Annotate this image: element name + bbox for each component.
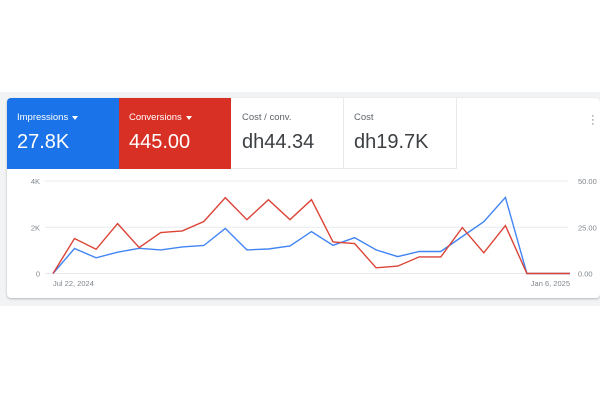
caret-down-icon[interactable] — [185, 115, 192, 120]
x-axis-label: Jul 22, 2024 — [53, 279, 94, 288]
right-axis-tick: 50.00 — [578, 177, 597, 186]
series-line-impressions — [52, 195, 570, 275]
caret-down-icon[interactable] — [72, 115, 79, 120]
left-axis-tick: 0 — [36, 270, 40, 279]
series-line-conversions — [52, 196, 570, 275]
metric-conversions[interactable]: Conversions 445.00 — [119, 98, 231, 169]
left-axis-tick: 4K — [31, 177, 40, 186]
metric-label: Cost — [354, 112, 374, 123]
right-axis-tick: 25.00 — [578, 223, 597, 232]
left-axis-tick: 2K — [31, 223, 40, 232]
metric-label: Cost / conv. — [242, 112, 292, 123]
x-axis-label: Jan 6, 2025 — [531, 279, 570, 288]
metric-cost[interactable]: Cost dh19.7K — [344, 98, 457, 169]
more-vertical-icon[interactable]: · · · — [591, 110, 595, 130]
right-axis-tick: 0.00 — [578, 270, 593, 279]
performance-card: Impressions 27.8K Conversions 445.00 Cost … — [7, 98, 600, 298]
metric-label: Conversions — [129, 112, 182, 123]
metric-cost-per-conv[interactable]: Cost / conv. dh44.34 — [232, 98, 344, 169]
metric-label: Impressions — [17, 112, 69, 123]
metric-impressions[interactable]: Impressions 27.8K — [7, 98, 119, 169]
metric-value: 445.00 — [129, 131, 191, 153]
metric-value: 27.8K — [17, 131, 70, 153]
metric-value: dh19.7K — [354, 131, 429, 153]
metric-value: dh44.34 — [242, 131, 315, 153]
